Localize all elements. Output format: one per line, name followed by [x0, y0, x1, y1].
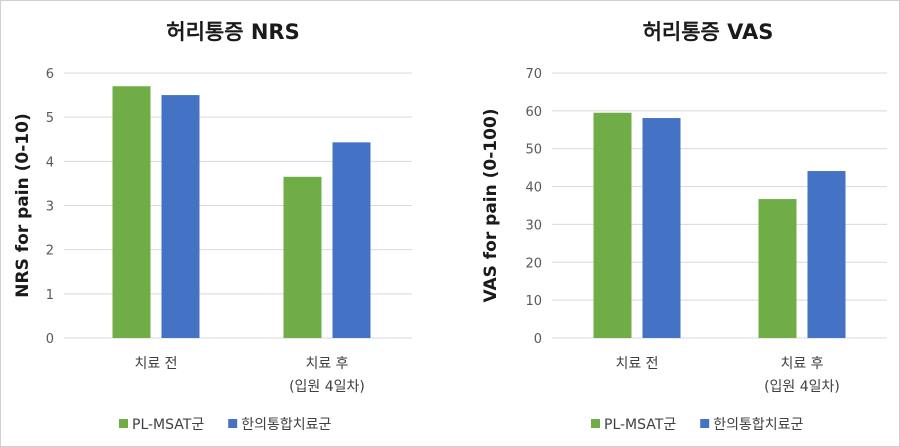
vas-bar-pl-msat-1	[758, 199, 797, 338]
vas-ytick-label-70: 70	[525, 67, 542, 82]
nrs-legend-label-0: PL-MSAT군	[132, 417, 204, 433]
vas-bar-integrative-1	[807, 171, 846, 338]
nrs-category-label-0-0: 치료 전	[134, 356, 177, 372]
nrs-chart-title: 허리통증 NRS	[166, 20, 299, 44]
nrs-category-label-1-1: (입원 4일차)	[289, 379, 365, 395]
nrs-ytick-label-4: 4	[46, 155, 54, 170]
nrs-y-axis-label: NRS for pain (0-10)	[13, 113, 33, 297]
vas-category-label-0-0: 치료 전	[615, 356, 658, 372]
vas-ytick-label-50: 50	[525, 143, 542, 158]
vas-ytick-label-0: 0	[534, 332, 542, 347]
vas-ytick-label-40: 40	[525, 181, 542, 196]
vas-legend-label-1: 한의통합치료군	[713, 417, 803, 433]
vas-ytick-label-30: 30	[525, 218, 542, 233]
nrs-ytick-label-3: 3	[46, 200, 54, 215]
vas-chart: 허리통증 VAS 0 10 20 30 40 50 60 70 VAS for pain (0-1…	[481, 20, 887, 433]
nrs-ytick-label-2: 2	[46, 244, 54, 259]
vas-bar-integrative-0	[642, 118, 681, 338]
nrs-bar-integrative-0	[161, 95, 200, 338]
nrs-chart: 허리통증 NRS 0 1 2 3 4 5 6 NRS for pain (0-10) 치료 전 치료…	[13, 20, 412, 433]
vas-ytick-label-60: 60	[525, 105, 542, 120]
nrs-ytick-label-6: 6	[46, 67, 54, 82]
nrs-legend-label-1: 한의통합치료군	[241, 417, 331, 433]
vas-ytick-label-10: 10	[525, 294, 542, 309]
vas-bar-pl-msat-0	[593, 112, 632, 338]
vas-ytick-label-20: 20	[525, 256, 542, 271]
nrs-legend-swatch-0	[119, 419, 128, 428]
nrs-bar-pl-msat-1	[283, 176, 322, 338]
vas-legend-swatch-1	[700, 419, 710, 428]
nrs-ytick-label-5: 5	[46, 111, 54, 126]
nrs-ytick-label-1: 1	[46, 288, 54, 303]
vas-chart-title: 허리통증 VAS	[643, 20, 774, 44]
nrs-bar-pl-msat-0	[112, 86, 151, 338]
vas-category-label-1-0: 치료 후	[780, 356, 823, 372]
vas-legend-label-0: PL-MSAT군	[604, 417, 676, 433]
vas-y-axis-label: VAS for pain (0-100)	[481, 108, 501, 302]
nrs-legend-swatch-1	[228, 419, 238, 428]
vas-category-label-1-1: (입원 4일차)	[764, 379, 840, 395]
nrs-category-label-1-0: 치료 후	[305, 356, 348, 372]
nrs-bar-integrative-1	[332, 142, 371, 338]
nrs-ytick-label-0: 0	[46, 332, 54, 347]
vas-legend-swatch-0	[591, 419, 600, 428]
